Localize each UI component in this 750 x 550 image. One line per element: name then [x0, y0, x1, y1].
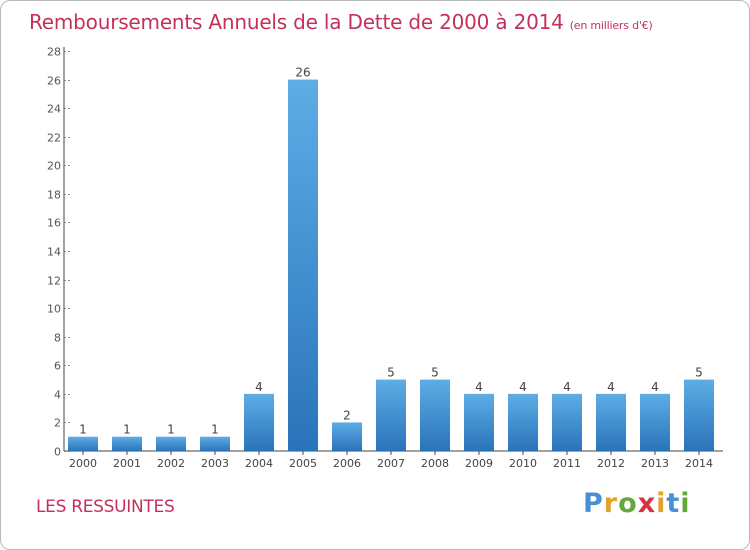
y-tick-label: 0	[54, 446, 61, 459]
y-tick-label: 10	[47, 303, 61, 316]
bar-value-label: 5	[431, 366, 439, 380]
logo-letter: i	[656, 488, 667, 519]
logo-letter: r	[603, 488, 619, 519]
chart-subtitle: (en milliers d'€)	[569, 19, 653, 32]
x-tick-label: 2009	[465, 457, 493, 470]
bar	[552, 393, 582, 451]
bar-value-label: 1	[167, 423, 175, 437]
bar-value-label: 4	[607, 380, 615, 394]
bar	[288, 79, 318, 452]
y-tick-label: 2	[54, 417, 61, 430]
y-tick-label: 26	[47, 75, 61, 88]
bar-value-label: 2	[343, 408, 351, 422]
bar	[684, 379, 714, 451]
bar-value-label: 4	[563, 380, 571, 394]
bar	[508, 393, 538, 451]
bar-value-label: 5	[387, 366, 395, 380]
y-tick-label: 18	[47, 189, 61, 202]
y-tick-label: 14	[47, 246, 61, 259]
y-tick-label: 20	[47, 160, 61, 173]
logo-letter: P	[583, 488, 604, 519]
x-tick-label: 2005	[289, 457, 317, 470]
y-tick-label: 12	[47, 275, 61, 288]
x-tick-label: 2014	[685, 457, 713, 470]
bar	[640, 393, 670, 451]
logo-letter: i	[680, 488, 691, 519]
bar-value-label: 5	[695, 366, 703, 380]
x-tick-label: 2010	[509, 457, 537, 470]
bar	[376, 379, 406, 451]
y-tick-label: 8	[54, 332, 61, 345]
bar-value-label: 4	[519, 380, 527, 394]
bar	[332, 422, 362, 451]
bar-value-label: 26	[295, 66, 310, 80]
bar	[112, 436, 142, 451]
x-tick-label: 2011	[553, 457, 581, 470]
y-tick-label: 4	[54, 389, 61, 402]
bar	[420, 379, 450, 451]
bar-value-label: 4	[651, 380, 659, 394]
y-tick-label: 28	[47, 46, 61, 59]
proxiti-logo[interactable]: Proxiti	[583, 488, 691, 519]
y-tick-label: 6	[54, 360, 61, 373]
bar-value-label: 1	[211, 423, 219, 437]
bar	[68, 436, 98, 451]
x-tick-label: 2012	[597, 457, 625, 470]
bar	[156, 436, 186, 451]
x-tick-label: 2008	[421, 457, 449, 470]
logo-letter: x	[637, 488, 657, 519]
x-tick-label: 2007	[377, 457, 405, 470]
chart-title-text: Remboursements Annuels de la Dette de 20…	[29, 10, 564, 34]
bar-value-label: 1	[79, 423, 87, 437]
bar-value-label: 4	[255, 380, 263, 394]
x-tick-label: 2000	[69, 457, 97, 470]
x-tick-label: 2013	[641, 457, 669, 470]
x-tick-label: 2003	[201, 457, 229, 470]
x-tick-label: 2004	[245, 457, 273, 470]
x-tick-label: 2002	[157, 457, 185, 470]
bar-value-label: 4	[475, 380, 483, 394]
bar-value-label: 1	[123, 423, 131, 437]
logo-letter: t	[666, 488, 681, 519]
y-tick-label: 24	[47, 103, 61, 116]
commune-name: LES RESSUINTES	[36, 497, 175, 517]
bar	[464, 393, 494, 451]
x-tick-label: 2001	[113, 457, 141, 470]
logo-letter: o	[618, 488, 638, 519]
chart-title: Remboursements Annuels de la Dette de 20…	[29, 10, 653, 34]
bar	[200, 436, 230, 451]
bar	[244, 393, 274, 451]
y-tick-label: 16	[47, 217, 61, 230]
bar	[596, 393, 626, 451]
x-tick-label: 2006	[333, 457, 361, 470]
y-tick-label: 22	[47, 132, 61, 145]
